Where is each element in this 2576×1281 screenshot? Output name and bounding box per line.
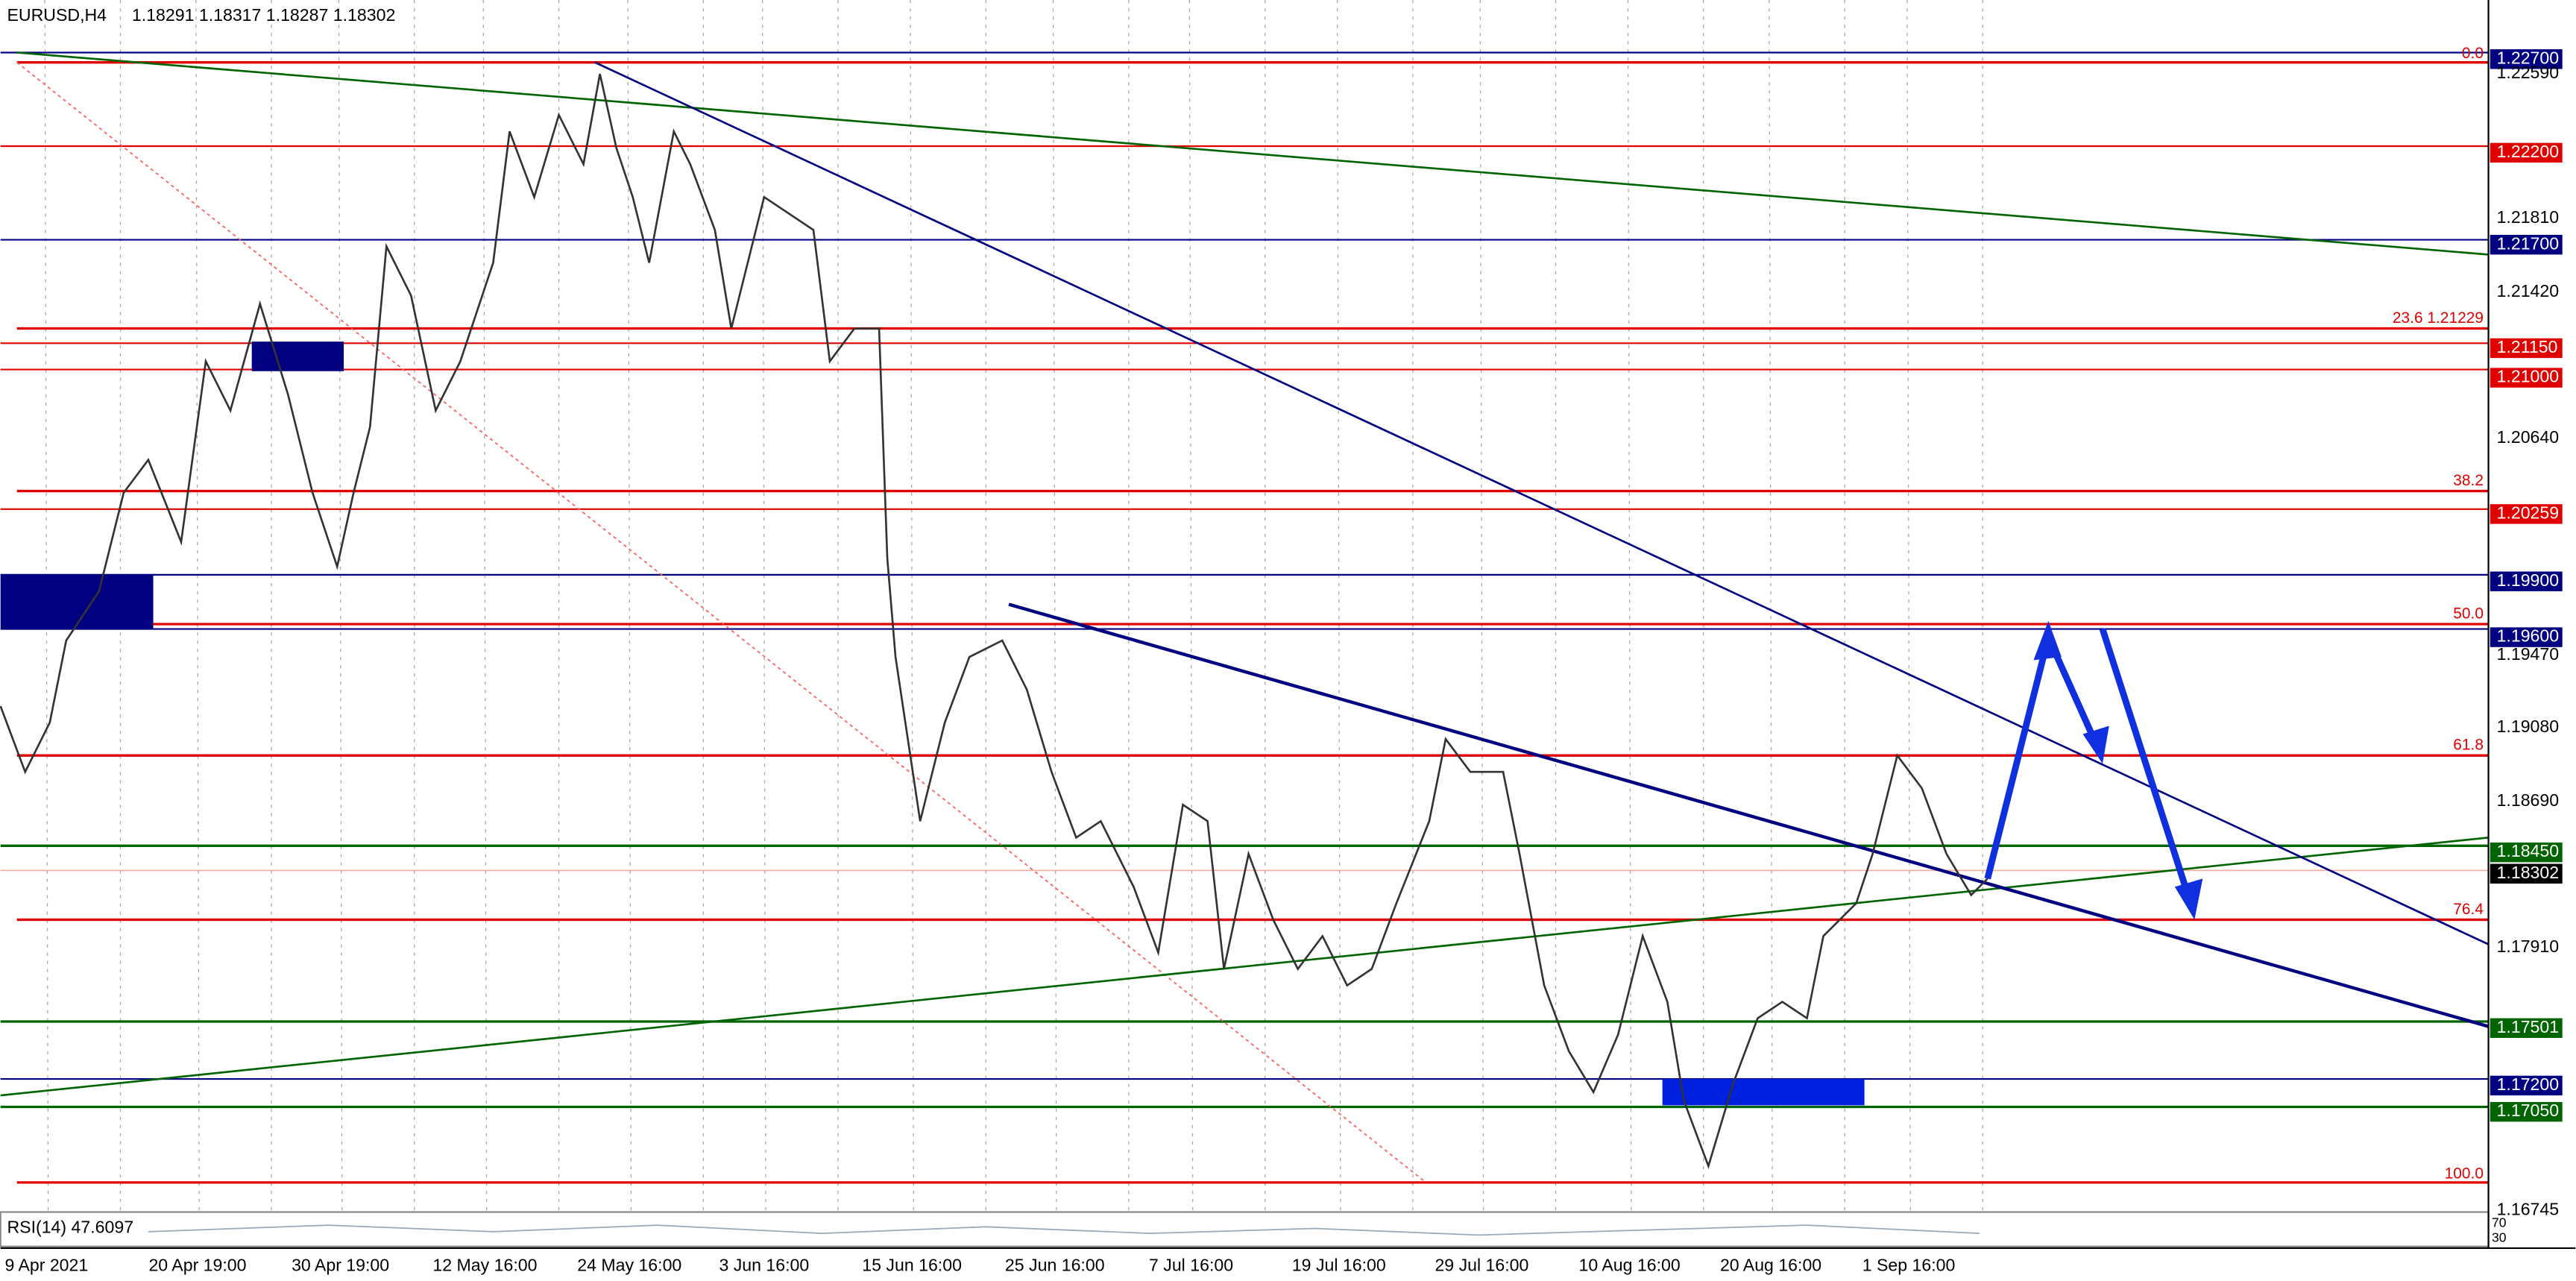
rsi-level: 30 xyxy=(2492,1230,2507,1244)
arrow-head xyxy=(2082,726,2109,764)
price-tag xyxy=(2490,504,2563,524)
grid-line xyxy=(1336,0,1341,1212)
time-label: 19 Jul 16:00 xyxy=(1292,1255,1386,1274)
price-label: 1.22700 xyxy=(2497,48,2560,67)
time-label: 20 Aug 16:00 xyxy=(1720,1255,1821,1274)
price-tag xyxy=(2490,1075,2563,1096)
grid-line xyxy=(482,0,488,1212)
fib-diagonal xyxy=(16,62,1427,1183)
fib-label: 61.8 xyxy=(2453,736,2484,753)
fib-label: 100.0 xyxy=(2445,1165,2484,1182)
grid-line xyxy=(1906,0,1911,1212)
price-label: 1.17910 xyxy=(2497,937,2560,956)
price-tag xyxy=(2490,571,2563,591)
time-label: 7 Jul 16:00 xyxy=(1149,1255,1233,1274)
price-label: 1.21150 xyxy=(2497,337,2558,356)
trend-line xyxy=(16,51,2489,256)
price-label: 1.21000 xyxy=(2497,367,2560,386)
rsi-level: 70 xyxy=(2492,1215,2507,1230)
price-label: 1.22590 xyxy=(2497,63,2560,82)
time-label: 20 Apr 19:00 xyxy=(148,1255,246,1274)
zone-box xyxy=(251,342,344,371)
arrow-head xyxy=(2033,620,2062,661)
price-tag xyxy=(2490,368,2563,388)
time-label: 29 Jul 16:00 xyxy=(1435,1255,1528,1274)
grid-line xyxy=(1052,0,1057,1212)
quote: 1.18291 1.18317 1.18287 1.18302 xyxy=(132,5,395,25)
price-label: 1.17200 xyxy=(2497,1074,2560,1094)
fib-label: 23.6 1.21229 xyxy=(2393,309,2484,327)
grid-line xyxy=(1769,0,1773,1212)
grid-line xyxy=(44,0,49,1212)
time-label: 10 Aug 16:00 xyxy=(1579,1255,1681,1274)
price-tag xyxy=(2490,49,2563,69)
price-label: 1.21420 xyxy=(2497,281,2560,300)
trend-line xyxy=(594,61,2490,945)
arrow-heads xyxy=(2033,620,2203,920)
price-tag xyxy=(2490,1018,2563,1039)
time-label: 25 Jun 16:00 xyxy=(1005,1255,1105,1274)
fib-label: 0.0 xyxy=(2462,45,2484,62)
rsi-line xyxy=(148,1224,1980,1236)
price-label: 1.18302 xyxy=(2497,863,2560,882)
price-label: 1.16745 xyxy=(2497,1199,2560,1218)
grid-line xyxy=(1188,0,1194,1212)
grid-line xyxy=(195,0,200,1212)
price-label: 1.18690 xyxy=(2497,790,2560,810)
price-tag xyxy=(2490,627,2563,647)
grid-line xyxy=(1627,0,1632,1212)
arrow-head xyxy=(2174,878,2203,920)
rsi-label: RSI(14) 47.6097 xyxy=(7,1218,134,1237)
price-label: 1.18450 xyxy=(2497,841,2560,860)
price-tag xyxy=(2490,842,2563,863)
trend-line xyxy=(0,836,2489,1097)
price-tag xyxy=(2490,338,2563,359)
price-label: 1.17501 xyxy=(2497,1017,2560,1036)
time-label: 3 Jun 16:00 xyxy=(719,1255,809,1274)
price-label: 1.19080 xyxy=(2497,717,2560,736)
time-label: 30 Apr 19:00 xyxy=(292,1255,389,1274)
price-label: 1.17050 xyxy=(2497,1101,2560,1120)
levels xyxy=(0,51,2489,1184)
price-label: 1.19600 xyxy=(2497,626,2560,646)
time-label: 1 Sep 16:00 xyxy=(1862,1255,1956,1274)
grid xyxy=(44,0,1983,1212)
grid-line xyxy=(338,0,343,1212)
time-label: 15 Jun 16:00 xyxy=(862,1255,962,1274)
price-label: 1.21700 xyxy=(2497,233,2560,253)
price-label: 1.20640 xyxy=(2497,427,2560,447)
price-label: 1.20259 xyxy=(2497,503,2560,523)
price-tag xyxy=(2490,863,2563,884)
time-label: 9 Apr 2021 xyxy=(4,1255,88,1274)
price-tag xyxy=(2490,142,2563,163)
price-label: 1.19470 xyxy=(2497,644,2560,664)
time-label: 24 May 16:00 xyxy=(577,1255,681,1274)
zone-box xyxy=(0,574,154,629)
fib-label: 50.0 xyxy=(2453,605,2484,622)
price-label: 1.19900 xyxy=(2497,570,2560,590)
grid-line xyxy=(627,0,632,1212)
price-tag xyxy=(2490,234,2563,255)
fib-label: 76.4 xyxy=(2453,901,2484,918)
fib-label: 38.2 xyxy=(2453,472,2484,489)
time-label: 12 May 16:00 xyxy=(432,1255,537,1274)
price-tag xyxy=(2490,1101,2563,1122)
symbol: EURUSD,H4 xyxy=(7,5,107,25)
grid-line xyxy=(1479,0,1484,1212)
price-label: 1.21810 xyxy=(2497,207,2560,227)
zone-box xyxy=(1662,1079,1865,1106)
grid-line xyxy=(762,0,766,1212)
rsi-panel xyxy=(0,1211,2490,1247)
price-label: 1.22200 xyxy=(2497,142,2560,161)
price-path xyxy=(0,73,1988,1169)
arrow xyxy=(2099,628,2193,901)
grid-line xyxy=(910,0,914,1212)
trend-line xyxy=(1008,602,2490,1028)
